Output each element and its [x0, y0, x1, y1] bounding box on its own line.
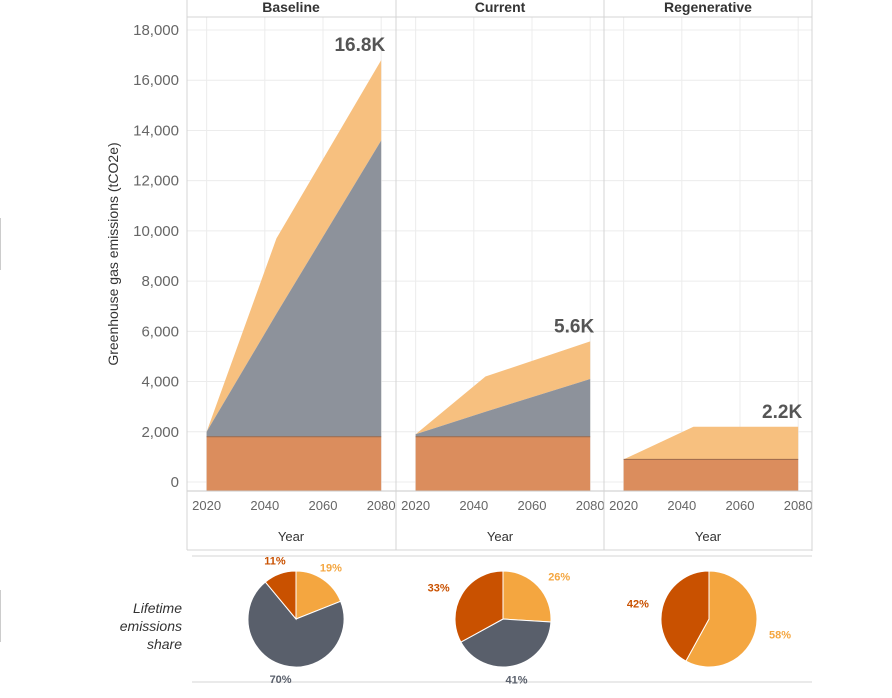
area-dark-baseline — [206, 436, 382, 491]
total-label-current: 5.6K — [554, 316, 594, 337]
y-tick-label: 18,000 — [133, 22, 179, 39]
pie-slice-dark — [264, 570, 297, 621]
pie-label: 33% — [428, 582, 450, 594]
area-light-baseline — [206, 60, 382, 432]
area-light-regenerative — [623, 426, 799, 460]
area-gray-current — [415, 379, 591, 437]
x-tick-label: 2080 — [784, 498, 813, 513]
pie-label: 70% — [270, 674, 292, 686]
pie-slice-gray — [460, 618, 552, 668]
x-tick-label: 2060 — [726, 498, 755, 513]
area-dark-current — [415, 436, 591, 491]
area-dark-regenerative — [623, 459, 799, 491]
x-tick-label: 2040 — [459, 498, 488, 513]
pie-label: 26% — [548, 572, 570, 584]
x-tick-label: 2040 — [250, 498, 279, 513]
y-tick-label: 6,000 — [141, 323, 179, 340]
pie-section-label: Lifetime — [133, 600, 182, 616]
x-tick-label: 2020 — [401, 498, 430, 513]
pie-slice-gray — [247, 581, 345, 668]
x-axis-title: Year — [487, 529, 514, 544]
x-tick-label: 2020 — [609, 498, 638, 513]
x-tick-label: 2040 — [667, 498, 696, 513]
x-axis-title: Year — [278, 529, 305, 544]
pie-label: 58% — [769, 629, 791, 641]
area-gray-baseline — [206, 140, 382, 437]
x-tick-label: 2020 — [192, 498, 221, 513]
x-tick-label: 2060 — [518, 498, 547, 513]
y-tick-label: 10,000 — [133, 223, 179, 240]
pie-section-label: emissions — [120, 618, 182, 634]
pie-label: 42% — [627, 599, 649, 611]
pie-slice-dark — [454, 570, 504, 643]
y-tick-label: 4,000 — [141, 374, 179, 391]
pie-slice-light — [502, 570, 552, 623]
panel-title-current: Current — [475, 0, 526, 15]
pie-slice-light — [685, 570, 758, 668]
x-tick-label: 2080 — [367, 498, 396, 513]
y-tick-label: 8,000 — [141, 273, 179, 290]
y-tick-label: 16,000 — [133, 72, 179, 89]
total-label-baseline: 16.8K — [334, 35, 385, 56]
x-tick-label: 2080 — [576, 498, 605, 513]
pie-label: 41% — [506, 675, 528, 687]
total-label-regenerative: 2.2K — [762, 402, 802, 423]
y-tick-label: 2,000 — [141, 424, 179, 441]
pie-label: 19% — [320, 563, 342, 575]
panel-title-baseline: Baseline — [262, 0, 320, 15]
x-tick-label: 2060 — [309, 498, 338, 513]
area-light-current — [415, 341, 591, 435]
pie-slice-light — [295, 570, 342, 620]
y-tick-label: 0 — [171, 474, 179, 491]
pie-section-label: share — [147, 636, 182, 652]
y-axis-title: Greenhouse gas emissions (tCO2e) — [105, 142, 121, 365]
y-tick-label: 14,000 — [133, 122, 179, 139]
x-axis-title: Year — [695, 529, 722, 544]
pie-slice-dark — [660, 570, 710, 662]
panel-title-regenerative: Regenerative — [664, 0, 752, 15]
y-tick-label: 12,000 — [133, 173, 179, 190]
pie-label: 11% — [264, 556, 286, 568]
